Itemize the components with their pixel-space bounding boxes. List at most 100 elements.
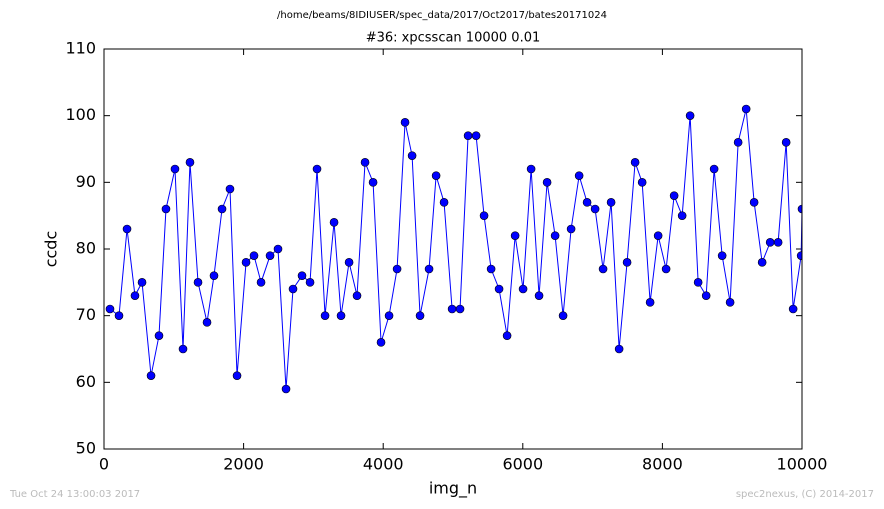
data-point [574,171,584,180]
data-point [352,291,362,300]
y-tick-label: 90 [76,172,96,191]
data-point [130,291,140,300]
data-point [320,311,330,320]
data-point [669,191,679,200]
data-point [344,258,354,267]
data-point [170,164,180,174]
data-point [424,264,434,274]
data-point [661,264,671,274]
y-tick-label: 60 [76,372,96,391]
y-tick-label: 70 [76,305,96,324]
data-point [329,218,339,227]
data-point [566,224,576,234]
data-point [725,298,735,307]
data-point [757,258,767,267]
x-tick-label: 2000 [223,455,264,474]
data-point [265,251,275,260]
data-point [232,371,242,380]
data-point [161,204,171,214]
y-tick-label: 50 [76,439,96,458]
data-point [281,384,291,394]
data-point [225,184,235,194]
data-point [486,264,496,274]
data-point [773,238,783,247]
data-point [241,258,251,267]
data-point [637,178,647,187]
data-point [534,291,544,300]
data-point [494,284,504,294]
data-point [510,231,520,240]
data-point [741,104,751,114]
y-tick-label: 110 [65,39,96,58]
data-point [146,371,156,380]
data-point [288,284,298,294]
x-axis-label: img_n [429,479,477,499]
y-axis-label: ccdc [42,231,61,268]
data-point [407,151,417,160]
data-point [796,251,802,260]
x-tick-label: 8000 [642,455,683,474]
data-point [677,211,687,220]
x-tick-label: 6000 [502,455,543,474]
data-point [185,158,195,167]
data-point [217,204,227,214]
data-point [606,198,616,207]
data-point [797,204,802,214]
data-point [400,118,410,127]
data-point [526,164,536,174]
data-point [685,111,695,120]
data-point [598,264,608,274]
series-line [109,108,802,390]
data-point [582,198,592,207]
footer-left: Tue Oct 24 13:00:03 2017 [9,489,140,500]
data-point [614,344,624,354]
data-point [122,224,132,234]
x-tick-label: 10000 [777,455,828,474]
data-point [558,311,568,320]
data-point [645,298,655,307]
data-point [178,344,188,354]
data-point [788,304,798,314]
data-point [368,178,378,187]
header: /home/beams/8IDIUSER/spec_data/2017/Oct2… [277,10,607,21]
data-point [154,331,164,340]
data-point [297,271,307,280]
data-point [273,244,283,254]
data-point [336,311,346,320]
data-point [471,131,481,140]
footer-right: spec2nexus, (C) 2014-2017 [736,489,874,500]
data-point [431,171,441,180]
data-point [518,284,528,294]
data-point [717,251,727,260]
data-point [193,278,203,287]
data-point [312,164,322,174]
chart-title: #36: xpcsscan 10000 0.01 [366,31,541,46]
data-point [249,251,259,260]
data-point [256,278,266,287]
data-point [622,258,632,267]
plot-frame [103,48,803,450]
data-point [360,158,370,167]
data-point [693,278,703,287]
data-point [376,338,386,347]
data-point [630,158,640,167]
x-tick-label: 4000 [363,455,404,474]
data-point [749,198,759,207]
data-point [479,211,489,220]
data-point [209,271,219,280]
data-point [463,131,473,140]
data-point [305,278,315,287]
data-point [114,311,124,320]
data-point [202,318,212,327]
data-point [765,238,775,247]
data-point [137,278,147,287]
x-tick-label: 0 [99,455,109,474]
data-point [701,291,711,300]
data-point [439,198,449,207]
data-point [392,264,402,274]
data-point [384,311,394,320]
data-point [550,231,560,240]
y-tick-label: 100 [65,105,96,124]
data-point [105,304,115,314]
